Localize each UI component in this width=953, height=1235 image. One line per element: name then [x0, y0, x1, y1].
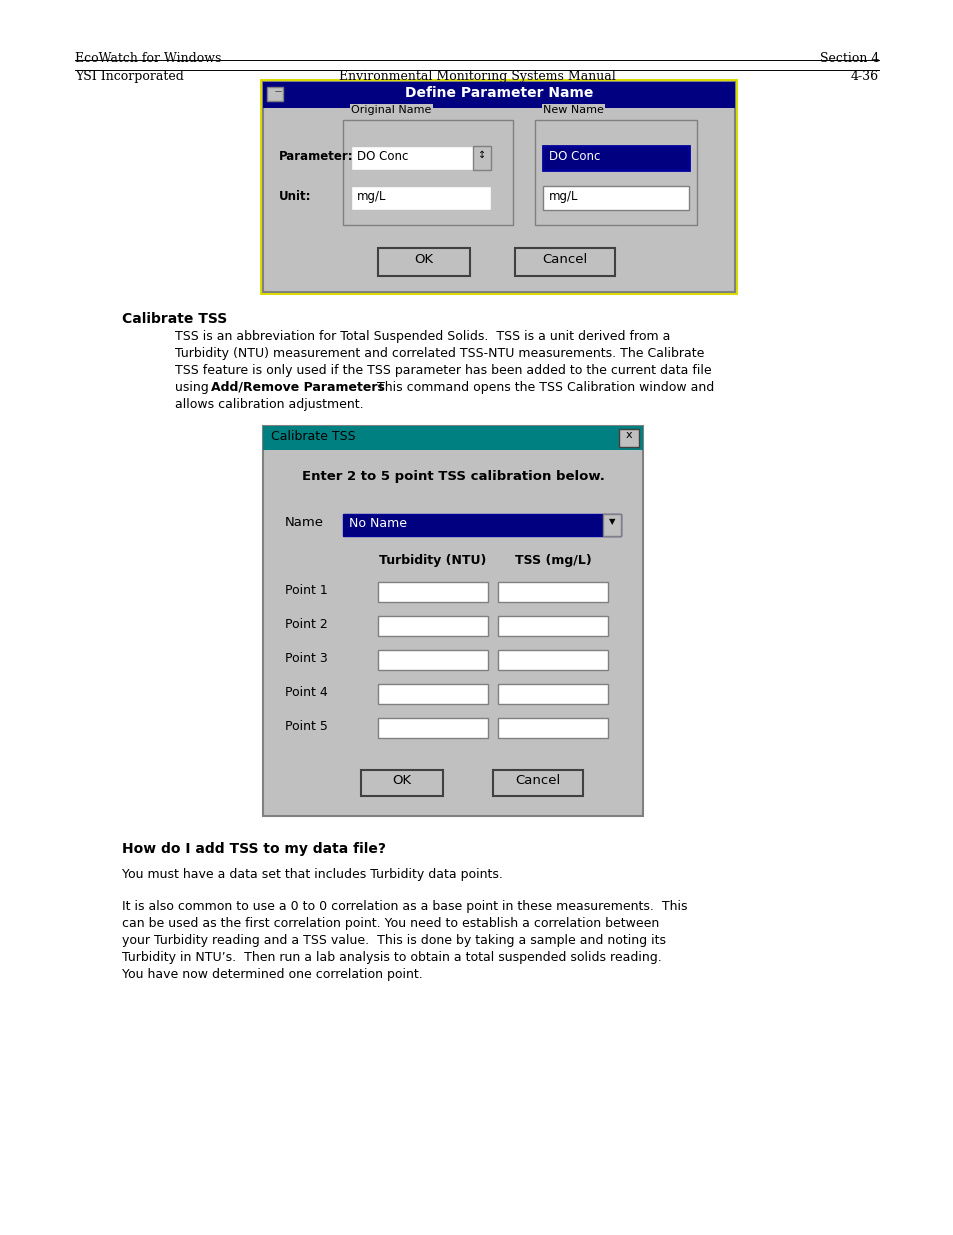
- Text: Point 4: Point 4: [285, 685, 328, 699]
- Text: Turbidity (NTU) measurement and correlated TSS-NTU measurements. The Calibrate: Turbidity (NTU) measurement and correlat…: [174, 347, 703, 359]
- Text: Add/Remove Parameters: Add/Remove Parameters: [211, 382, 384, 394]
- Text: Unit:: Unit:: [278, 190, 312, 203]
- FancyBboxPatch shape: [263, 426, 642, 450]
- Text: No Name: No Name: [349, 517, 407, 530]
- FancyBboxPatch shape: [497, 650, 607, 671]
- Text: Parameter:: Parameter:: [278, 149, 354, 163]
- Text: New Name: New Name: [542, 105, 603, 115]
- Text: OK: OK: [392, 774, 411, 787]
- Text: allows calibration adjustment.: allows calibration adjustment.: [174, 398, 363, 411]
- Text: 4-36: 4-36: [850, 70, 878, 83]
- FancyBboxPatch shape: [351, 186, 491, 210]
- FancyBboxPatch shape: [497, 718, 607, 739]
- FancyBboxPatch shape: [535, 120, 697, 225]
- Text: DO Conc: DO Conc: [548, 149, 599, 163]
- Text: You must have a data set that includes Turbidity data points.: You must have a data set that includes T…: [122, 868, 502, 881]
- FancyBboxPatch shape: [343, 514, 620, 536]
- FancyBboxPatch shape: [618, 429, 639, 447]
- FancyBboxPatch shape: [351, 146, 491, 170]
- Text: ▼: ▼: [608, 517, 615, 526]
- Text: Calibrate TSS: Calibrate TSS: [271, 430, 355, 443]
- Text: DO Conc: DO Conc: [356, 149, 408, 163]
- FancyBboxPatch shape: [263, 82, 734, 291]
- Text: Point 5: Point 5: [285, 720, 328, 734]
- Text: can be used as the first correlation point. You need to establish a correlation : can be used as the first correlation poi…: [122, 918, 659, 930]
- Text: TSS is an abbreviation for Total Suspended Solids.  TSS is a unit derived from a: TSS is an abbreviation for Total Suspend…: [174, 330, 670, 343]
- FancyBboxPatch shape: [263, 82, 734, 107]
- FancyBboxPatch shape: [377, 718, 488, 739]
- FancyBboxPatch shape: [497, 616, 607, 636]
- Text: It is also common to use a 0 to 0 correlation as a base point in these measureme: It is also common to use a 0 to 0 correl…: [122, 900, 687, 913]
- FancyBboxPatch shape: [473, 146, 491, 170]
- FancyBboxPatch shape: [515, 248, 615, 275]
- Text: .  This command opens the TSS Calibration window and: . This command opens the TSS Calibration…: [365, 382, 714, 394]
- Text: ↕: ↕: [477, 149, 485, 161]
- Text: Calibrate TSS: Calibrate TSS: [122, 312, 227, 326]
- FancyBboxPatch shape: [263, 426, 642, 816]
- Text: Define Parameter Name: Define Parameter Name: [404, 86, 593, 100]
- Text: —: —: [274, 88, 282, 94]
- FancyBboxPatch shape: [377, 248, 470, 275]
- Text: x: x: [625, 430, 632, 440]
- Text: your Turbidity reading and a TSS value.  This is done by taking a sample and not: your Turbidity reading and a TSS value. …: [122, 934, 665, 947]
- FancyBboxPatch shape: [542, 146, 688, 170]
- Text: Turbidity in NTU’s.  Then run a lab analysis to obtain a total suspended solids : Turbidity in NTU’s. Then run a lab analy…: [122, 951, 661, 965]
- Text: EcoWatch for Windows: EcoWatch for Windows: [75, 52, 221, 65]
- FancyBboxPatch shape: [602, 514, 620, 536]
- Text: Name: Name: [285, 516, 324, 529]
- Text: Cancel: Cancel: [515, 774, 560, 787]
- FancyBboxPatch shape: [377, 582, 488, 601]
- FancyBboxPatch shape: [360, 769, 442, 797]
- FancyBboxPatch shape: [542, 186, 688, 210]
- FancyBboxPatch shape: [377, 684, 488, 704]
- Text: using: using: [174, 382, 213, 394]
- Text: OK: OK: [414, 253, 433, 266]
- FancyBboxPatch shape: [497, 684, 607, 704]
- Text: Point 2: Point 2: [285, 618, 328, 631]
- FancyBboxPatch shape: [260, 79, 738, 295]
- FancyBboxPatch shape: [377, 616, 488, 636]
- FancyBboxPatch shape: [377, 650, 488, 671]
- Text: How do I add TSS to my data file?: How do I add TSS to my data file?: [122, 842, 386, 856]
- FancyBboxPatch shape: [267, 86, 283, 101]
- Text: Cancel: Cancel: [542, 253, 587, 266]
- Text: You have now determined one correlation point.: You have now determined one correlation …: [122, 968, 422, 981]
- Text: TSS (mg/L): TSS (mg/L): [514, 555, 591, 567]
- Text: TSS feature is only used if the TSS parameter has been added to the current data: TSS feature is only used if the TSS para…: [174, 364, 711, 377]
- Text: Original Name: Original Name: [351, 105, 431, 115]
- FancyBboxPatch shape: [497, 582, 607, 601]
- Text: YSI Incorporated: YSI Incorporated: [75, 70, 184, 83]
- Text: Point 1: Point 1: [285, 584, 328, 597]
- Text: Turbidity (NTU): Turbidity (NTU): [379, 555, 486, 567]
- FancyBboxPatch shape: [493, 769, 582, 797]
- Text: Environmental Monitoring Systems Manual: Environmental Monitoring Systems Manual: [338, 70, 615, 83]
- Text: Enter 2 to 5 point TSS calibration below.: Enter 2 to 5 point TSS calibration below…: [301, 471, 604, 483]
- FancyBboxPatch shape: [343, 120, 513, 225]
- Text: Section 4: Section 4: [819, 52, 878, 65]
- Text: mg/L: mg/L: [548, 190, 578, 203]
- Text: mg/L: mg/L: [356, 190, 386, 203]
- Text: Point 3: Point 3: [285, 652, 328, 664]
